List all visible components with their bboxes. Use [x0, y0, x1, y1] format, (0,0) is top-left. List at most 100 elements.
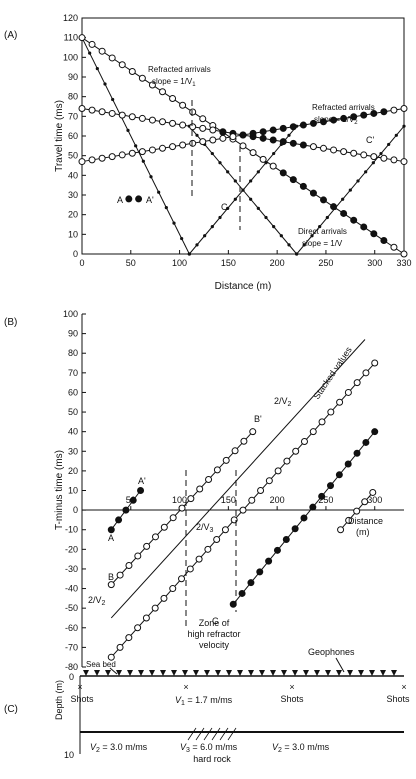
direct-point [241, 188, 245, 192]
direct-point [172, 221, 176, 225]
direct-point [218, 161, 222, 165]
x-tick-label: 150 [221, 495, 236, 505]
direct-point [379, 151, 383, 156]
tminus-point-open [231, 447, 239, 455]
refracted-point-open [128, 67, 136, 75]
tminus-point-open [151, 604, 159, 612]
geophone-marker [215, 670, 221, 676]
panel-c-v2-right: V2 = 3.0 m/ms [272, 742, 330, 754]
direct-point [256, 206, 260, 210]
y-tick-label: 80 [68, 92, 78, 102]
panel-a-point-c-prime: C' [366, 135, 374, 145]
refracted-point-open [269, 162, 277, 170]
tminus-point-open [369, 488, 377, 496]
refracted-point-open [320, 144, 327, 152]
geophone-marker [83, 670, 89, 676]
y-tick-label: 110 [64, 33, 78, 43]
refracted-point-open [128, 149, 136, 157]
panel-c-v2-left: V2 = 3.0 m/ms [90, 742, 148, 754]
refracted-point-open [229, 133, 237, 141]
x-tick-label: 100 [172, 258, 187, 268]
refracted-point-open [138, 74, 146, 82]
tminus-point-open [213, 466, 221, 474]
tminus-point-filled [282, 536, 290, 544]
shot-marker: × [77, 682, 82, 692]
tminus-point-open [257, 487, 265, 494]
direct-point [149, 175, 153, 179]
panel-c-shots-1: Shots [70, 694, 94, 704]
direct-point [195, 243, 199, 247]
geophone-marker [127, 670, 133, 676]
direct-point [164, 206, 168, 210]
x-tick-label: 200 [270, 495, 285, 505]
refracted-point-filled [289, 139, 297, 147]
refracted-point-filled [380, 108, 388, 116]
geophone-marker [171, 670, 177, 676]
y-tick-label: -70 [65, 642, 78, 652]
tminus-point-open [309, 428, 317, 436]
geophone-marker [303, 670, 309, 676]
tminus-point-open [134, 624, 142, 632]
tminus-point-open [240, 437, 248, 445]
panel-a-ann-refr2-a: Refracted arrivals [312, 103, 375, 112]
refracted-point-filled [259, 134, 267, 142]
panel-b-zone-line-2: high refractor [187, 629, 240, 639]
direct-point [210, 151, 214, 156]
refracted-point-open [169, 95, 177, 103]
tminus-point-open [265, 477, 273, 485]
y-tick-label: 60 [68, 387, 78, 397]
tminus-point-open [107, 581, 115, 589]
tminus-point-open [204, 545, 212, 553]
panel-label-b: (B) [4, 317, 17, 328]
direct-point [233, 197, 237, 201]
y-tick-label: 100 [63, 52, 78, 62]
direct-point [302, 243, 306, 247]
direct-point [226, 170, 230, 174]
direct-point [203, 234, 207, 238]
direct-point [111, 97, 115, 102]
tminus-point-open [142, 614, 150, 622]
y-tick-label: 30 [68, 190, 78, 200]
tminus-point-open [327, 408, 335, 416]
panel-a-xlabel: Distance (m) [215, 281, 272, 292]
panel-c-ylabel: Depth (m) [54, 680, 64, 720]
direct-point [402, 124, 406, 128]
tminus-point-filled [265, 557, 273, 565]
crossover-point [125, 195, 133, 203]
direct-point [341, 197, 345, 201]
direct-point [348, 188, 352, 192]
direct-point [126, 128, 130, 132]
tminus-point-filled [247, 579, 255, 587]
direct-point [180, 236, 184, 241]
y-tick-label: -30 [65, 564, 78, 574]
refracted-point-filled [340, 209, 348, 217]
refracted-point-open [400, 158, 408, 166]
refracted-point-filled [299, 121, 307, 129]
refracted-point-open [199, 138, 207, 146]
tminus-point-open [239, 506, 247, 514]
direct-point [233, 179, 237, 183]
tminus-point-filled [344, 460, 352, 468]
refracted-point-filled [350, 113, 358, 121]
refracted-point-filled [330, 116, 338, 124]
tminus-point-filled [238, 589, 246, 597]
tminus-point-open [283, 457, 291, 465]
refracted-point-filled [320, 196, 327, 204]
panel-a-point-a-prime: A' [146, 195, 154, 205]
direct-point [256, 170, 260, 174]
refracted-point-filled [219, 128, 227, 136]
refracted-point-open [78, 104, 86, 112]
direct-point [364, 170, 368, 174]
direct-point [325, 215, 329, 220]
panel-a-ylabel: Travel time (ms) [54, 100, 65, 172]
x-tick-label: 300 [367, 495, 382, 505]
tminus-point-open [160, 523, 168, 531]
refracted-point-open [239, 142, 247, 150]
refracted-point-open [179, 101, 187, 109]
geophone-markers [83, 670, 397, 676]
refracted-point-open [179, 121, 187, 129]
tminus-point-filled [291, 525, 299, 533]
direct-point [310, 234, 314, 238]
panel-b-point-b: B [108, 572, 114, 582]
